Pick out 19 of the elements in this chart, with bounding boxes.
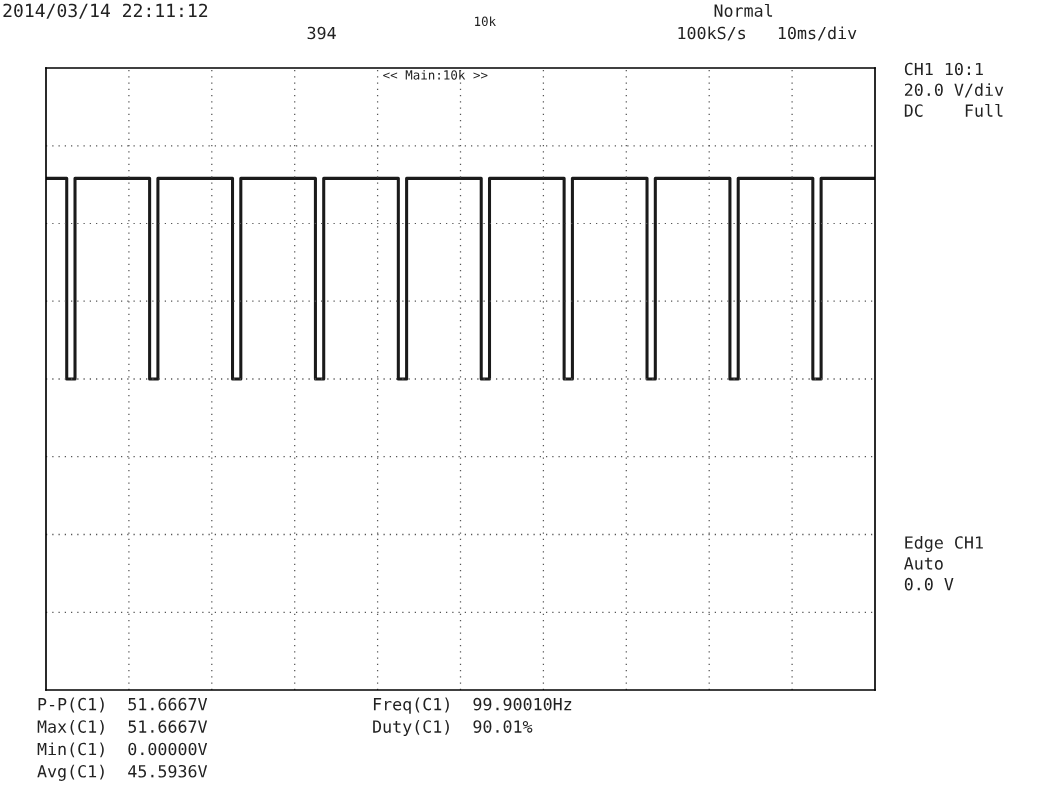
text: Min(C1) 0.00000V: [37, 742, 208, 758]
text: Freq(C1) 99.90010Hz: [373, 697, 572, 714]
text: 0.0 V: [904, 577, 954, 591]
text: Auto: [904, 557, 943, 570]
text: 10ms/div: [778, 26, 857, 41]
text: Edge CH1: [905, 535, 983, 553]
text: Normal: [714, 3, 773, 17]
text: Duty(C1) 90.01%: [373, 720, 533, 737]
text: P-P(C1) 51.6667V: [38, 697, 208, 713]
text: 100kS/s: [678, 26, 746, 41]
text: 10k: [475, 16, 496, 27]
text: 20.0 V/div: [904, 83, 1004, 98]
text: Avg(C1) 45.5936V: [37, 764, 208, 781]
text: << Main:10k >>: [383, 69, 488, 80]
text: 394: [307, 26, 336, 40]
text: Max(C1) 51.6667V: [37, 720, 208, 735]
text: CH1 10:1: [904, 62, 983, 76]
text: 2014/03/14 22:11:12: [3, 3, 208, 19]
text: DC Full: [904, 103, 1003, 117]
